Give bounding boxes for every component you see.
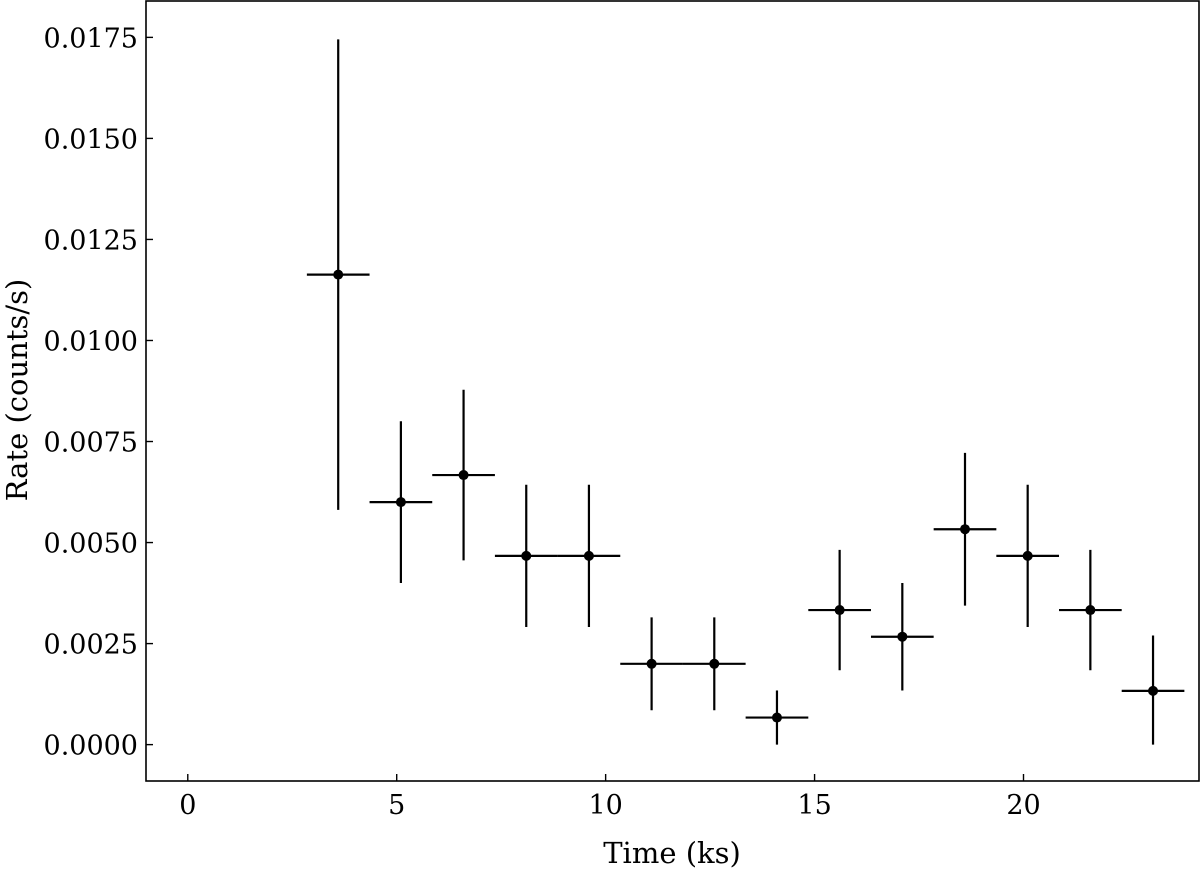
plot-frame: [145, 0, 1200, 782]
data-point: [771, 712, 782, 723]
data-point: [333, 269, 344, 280]
data-point: [709, 658, 720, 669]
y-tick-label: 0.0125: [44, 225, 138, 256]
data-point: [897, 631, 908, 642]
data-point: [646, 658, 657, 669]
y-axis-label: Rate (counts/s): [0, 279, 34, 502]
y-tick-label: 0.0050: [44, 529, 138, 560]
data-point: [458, 470, 469, 481]
data-point: [395, 497, 406, 508]
y-tick-label: 0.0075: [44, 428, 138, 459]
data-point: [834, 605, 845, 616]
y-axis-ticks: 0.0000 0.0025 0.0050 0.0075 0.0100 0.0125 0.01…: [44, 23, 153, 762]
data-point: [960, 524, 970, 535]
data-point: [1022, 550, 1033, 561]
data-point: [1148, 685, 1159, 696]
data-point: [583, 550, 594, 561]
y-tick-label: 0.0100: [44, 326, 138, 357]
data-point: [521, 550, 532, 561]
data-marks: [306, 39, 1185, 745]
x-tick-label: 15: [797, 790, 831, 821]
x-axis-ticks: 0 5 10 15 20: [179, 774, 1041, 821]
y-tick-label: 0.0025: [44, 630, 138, 661]
y-tick-label: 0.0150: [44, 124, 138, 155]
data-point: [1085, 605, 1096, 616]
y-tick-label: 0.0175: [44, 23, 138, 54]
x-tick-label: 0: [179, 790, 196, 821]
x-tick-label: 10: [588, 790, 622, 821]
x-axis-label: Time (ks): [603, 836, 741, 870]
x-tick-label: 20: [1006, 790, 1040, 821]
x-tick-label: 5: [388, 790, 405, 821]
y-tick-label: 0.0000: [44, 731, 138, 762]
